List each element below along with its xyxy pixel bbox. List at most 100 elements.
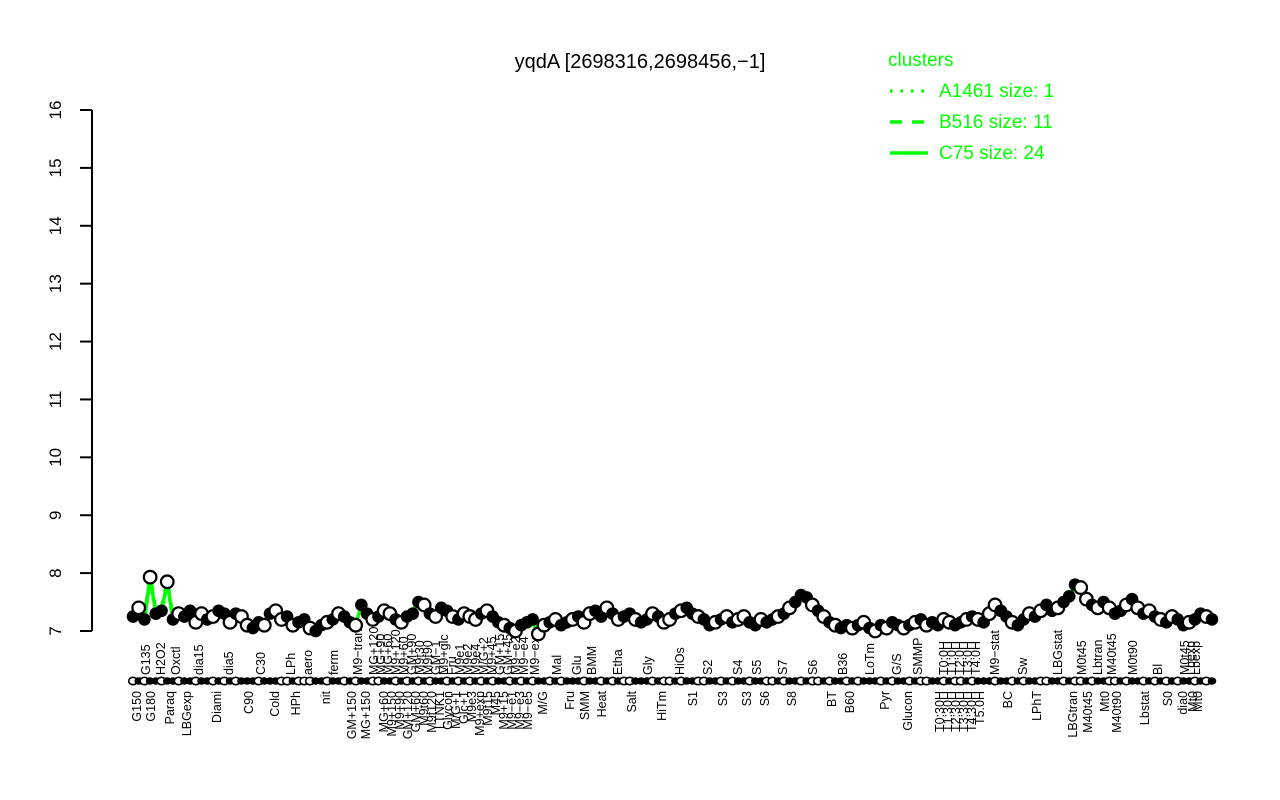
data-point [406, 607, 420, 620]
y-axis-tick-label: 7 [46, 626, 65, 635]
x-axis-label: M9+150 [385, 691, 399, 737]
x-axis-label: dia5 [222, 651, 236, 675]
x-axis-label: M9+glc [437, 634, 451, 675]
x-axis-label: LPhT [1030, 691, 1044, 721]
x-axis-label: SMMP [911, 638, 925, 676]
x-axis-label: T5.0H [973, 691, 987, 725]
x-axis-label: M9t120 [425, 691, 439, 733]
x-axis-label: S4 [731, 660, 745, 675]
x-axis-label: HiOs [673, 647, 687, 675]
x-axis-label: Fru [445, 656, 459, 675]
x-axis-label: M/G [536, 691, 550, 715]
x-axis-label: LTNK1 [433, 691, 447, 729]
x-axis-label: dia0 [1176, 691, 1190, 715]
x-axis-label: Bl [1151, 664, 1165, 675]
x-axis-label: G135 [139, 644, 153, 675]
data-point [1073, 580, 1089, 595]
x-axis-label: Sw [1016, 657, 1030, 675]
x-axis-label: M9+120 [389, 629, 403, 675]
x-axis-label: Mal [550, 655, 564, 675]
x-axis-label: C30 [254, 652, 268, 675]
x-axis-label: Cold [268, 691, 282, 717]
data-point [155, 604, 168, 618]
x-axis-label: M9t15 [481, 691, 495, 726]
x-axis-label: T0:0H [937, 641, 951, 675]
x-axis-label: S2 [701, 660, 715, 675]
x-axis-label: B60 [843, 691, 857, 713]
x-axis-label: GM+45 [501, 634, 515, 675]
x-axis-label: M9−e2 [509, 636, 523, 675]
data-point [256, 617, 272, 633]
x-axis-label: T1:30H [941, 691, 955, 732]
x-axis-label: M40t45 [1081, 691, 1095, 733]
presence-strip [127, 676, 1217, 686]
x-axis-label: T4:30H [965, 691, 979, 732]
y-axis-tick-label: 16 [46, 101, 65, 120]
data-points [126, 569, 1219, 642]
x-axis-label: LPh [284, 653, 298, 675]
y-axis-tick-label: 14 [46, 216, 65, 235]
x-axis-label: M9+60 [397, 636, 411, 675]
x-axis-label: GM+150 [345, 691, 359, 739]
x-axis-label: M9t90 [421, 640, 435, 675]
x-axis-label: LoTm [863, 643, 877, 675]
x-axis-label: Glycon [441, 691, 455, 730]
x-axis-label: SMM [578, 691, 592, 720]
y-axis-tick-label: 10 [46, 448, 65, 467]
chart-title: yqdA [2698316,2698456,−1] [515, 51, 766, 73]
x-axis-label: Lbexp [1189, 641, 1203, 675]
x-axis-label: T2:0H [953, 641, 967, 675]
x-axis-label: M/G+2 [477, 637, 491, 675]
x-axis-label: M9+90 [393, 691, 407, 730]
data-point [142, 569, 158, 585]
x-axis-label: MG+150 [359, 691, 373, 739]
x-axis-label: H2O2 [154, 642, 168, 675]
x-axis-label: LBGexp [180, 691, 194, 736]
data-point [183, 604, 197, 618]
x-axis-label: T3:0H [961, 641, 975, 675]
x-axis-label: T1:0H [945, 641, 959, 675]
x-axis-label: G/S [890, 653, 904, 675]
x-axis-label: BC [1001, 691, 1015, 708]
strip-point [1207, 677, 1217, 685]
x-axis-label: M9e4 [469, 644, 483, 675]
x-axis-label: M9−e5 [521, 691, 535, 730]
x-axis-label: HiTm [655, 691, 669, 721]
x-axis-label: M9+exp [473, 691, 487, 736]
x-axis-label: LBGstat [1051, 629, 1065, 675]
y-axis: 7 8 9 10 11 12 13 14 15 16 [46, 101, 93, 636]
y-axis-tick-label: 12 [46, 332, 65, 351]
x-axis-label: M40t45 [1105, 633, 1119, 675]
data-point [159, 574, 175, 590]
x-axis-label: M40t90 [1110, 691, 1124, 733]
x-axis-label: GM+90 [405, 634, 419, 675]
x-axis-label: M/G+1 [449, 691, 463, 729]
x-axis-label: Lbexp [1184, 641, 1198, 675]
x-axis-label: Diami [210, 691, 224, 723]
x-axis-label: Etha [611, 649, 625, 675]
x-axis-label: MG+120 [367, 627, 381, 675]
data-point [131, 600, 147, 616]
x-axis-label: MG+60 [381, 634, 395, 675]
x-axis-label: Heat [595, 690, 609, 717]
x-axis-label: Mt0 [1191, 691, 1205, 712]
x-axis-label: S3 [740, 691, 754, 706]
x-axis-label: S6 [806, 660, 820, 675]
x-axis-label: M9−exp [528, 630, 542, 675]
legend-item-c75: C75 size: 24 [939, 143, 1045, 164]
data-point [138, 613, 151, 626]
x-axis-label: M9+45 [485, 636, 499, 675]
y-axis-tick-label: 8 [46, 568, 65, 577]
x-axis-label: S5 [750, 660, 764, 675]
x-axis-label: M9e2 [461, 644, 475, 675]
data-point [526, 613, 539, 626]
x-axis-label: S6 [758, 691, 772, 706]
x-axis-label: G150 [130, 691, 144, 722]
x-axis-label: nit [319, 690, 333, 704]
x-axis-label: M9−stat [988, 630, 1002, 675]
y-axis-tick-label: 15 [46, 158, 65, 177]
x-axis-label: Salt [625, 690, 639, 712]
x-axis-condition-labels: G150 G135 G180 H2O2 Paraq Oxctl LBGexp dia15 Dia… [130, 627, 1205, 740]
x-axis-label: M0t45 [1075, 640, 1089, 675]
